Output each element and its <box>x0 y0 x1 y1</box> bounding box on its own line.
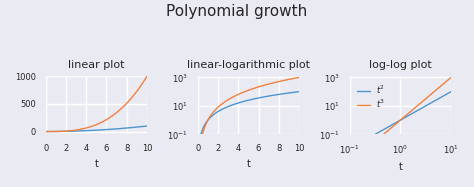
$t^2$ <box>448 91 454 93</box>
$t^2$ <box>347 147 353 150</box>
$t^3$ <box>445 79 451 81</box>
X-axis label: t: t <box>399 162 402 172</box>
$t^3$ <box>445 79 451 81</box>
$t^2$ <box>396 120 402 122</box>
Legend: $t^2$, $t^3$: $t^2$, $t^3$ <box>354 80 389 114</box>
$t^3$ <box>448 76 454 79</box>
$t^3$ <box>396 120 402 122</box>
$t^2$ <box>445 92 451 94</box>
$t^2$ <box>445 92 451 94</box>
Line: $t^3$: $t^3$ <box>350 77 451 163</box>
Line: $t^2$: $t^2$ <box>350 92 451 148</box>
$t^3$ <box>427 94 432 97</box>
Title: log-log plot: log-log plot <box>369 60 432 70</box>
$t^2$ <box>393 121 399 123</box>
Title: linear-logarithmic plot: linear-logarithmic plot <box>187 60 310 70</box>
$t^2$ <box>427 103 432 105</box>
X-axis label: t: t <box>246 159 250 169</box>
X-axis label: t: t <box>94 159 98 169</box>
Text: Polynomial growth: Polynomial growth <box>166 4 308 19</box>
Title: linear plot: linear plot <box>68 60 125 70</box>
$t^2$ <box>352 145 358 147</box>
$t^3$ <box>352 157 358 160</box>
$t^3$ <box>347 162 353 164</box>
$t^3$ <box>393 122 399 125</box>
